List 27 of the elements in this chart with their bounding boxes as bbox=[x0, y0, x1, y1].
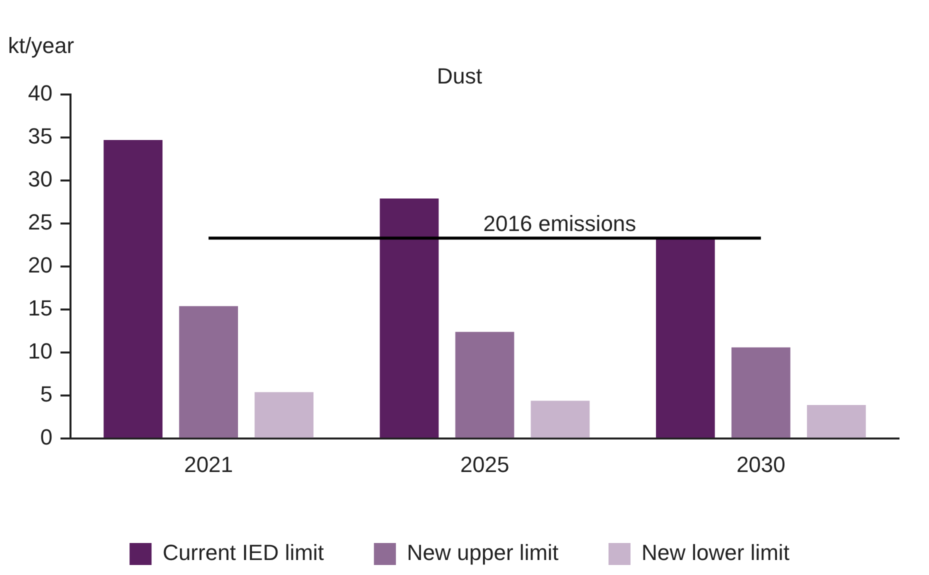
y-tick-label: 30 bbox=[28, 166, 52, 192]
legend-label: Current IED limit bbox=[162, 540, 324, 566]
y-tick-label: 40 bbox=[28, 80, 52, 106]
chart-title: Dust bbox=[436, 63, 482, 88]
ref-line-label: 2016 emissions bbox=[483, 211, 636, 236]
bar bbox=[530, 400, 590, 438]
y-tick-label: 20 bbox=[28, 252, 52, 278]
bar bbox=[104, 140, 163, 438]
bar bbox=[806, 405, 866, 438]
bar bbox=[254, 392, 314, 438]
y-axis-title: kt/year bbox=[8, 33, 74, 58]
legend-label: New lower limit bbox=[642, 540, 790, 566]
bar bbox=[380, 198, 439, 438]
y-tick-label: 15 bbox=[28, 296, 52, 321]
y-tick-label: 35 bbox=[28, 123, 52, 148]
y-tick-label: 25 bbox=[28, 210, 52, 235]
bar bbox=[731, 347, 790, 438]
y-tick-label: 5 bbox=[40, 382, 52, 407]
y-tick-label: 0 bbox=[40, 424, 52, 450]
y-tick-label: 10 bbox=[28, 338, 52, 364]
bar bbox=[179, 306, 238, 438]
x-tick-label: 2025 bbox=[460, 452, 510, 477]
x-tick-label: 2030 bbox=[736, 452, 786, 477]
bar bbox=[455, 332, 514, 438]
bar bbox=[656, 238, 715, 438]
x-tick-label: 2021 bbox=[184, 452, 234, 477]
legend-label: New upper limit bbox=[406, 540, 559, 566]
